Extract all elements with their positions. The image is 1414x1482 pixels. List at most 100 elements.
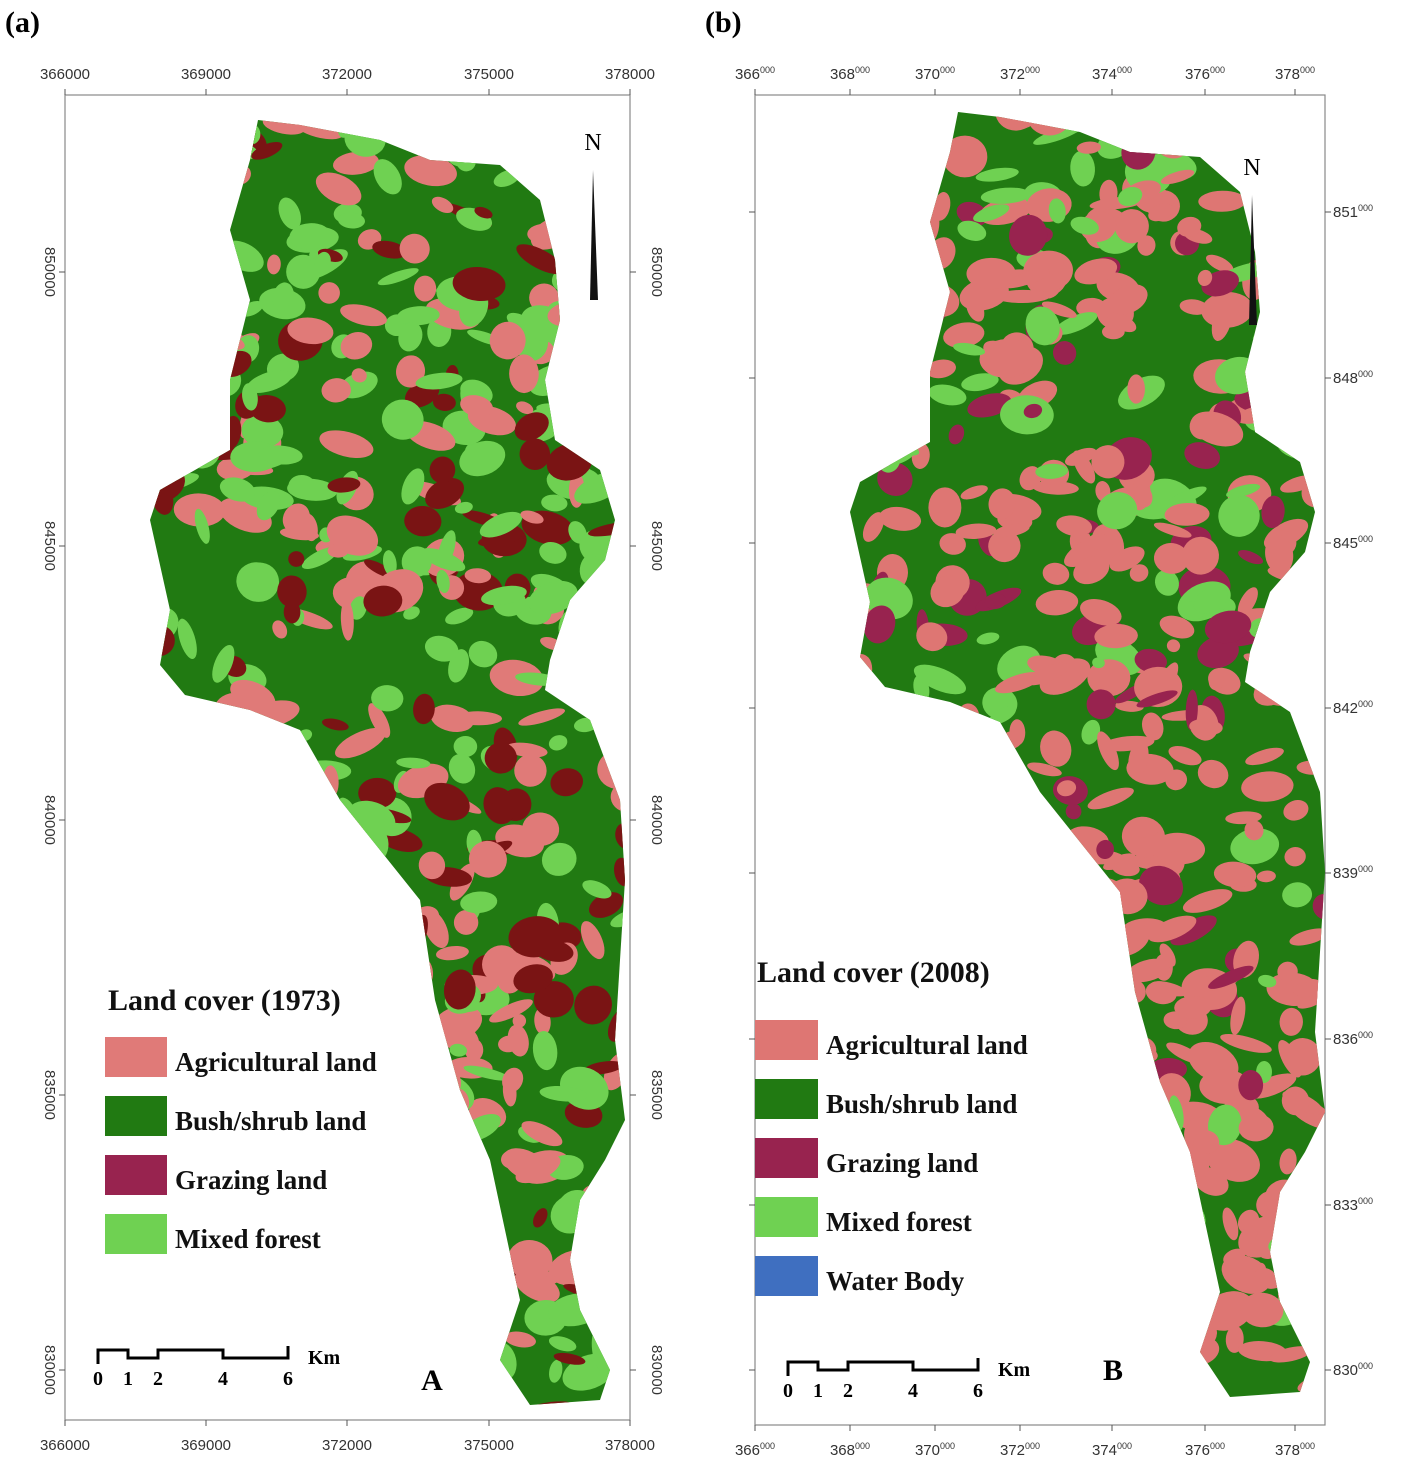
scale-label: 0: [93, 1368, 103, 1390]
tick-label: 378000: [1275, 65, 1315, 83]
land-patch: [242, 876, 293, 909]
land-patch: [1193, 1130, 1220, 1154]
land-patch: [1225, 1325, 1244, 1353]
land-patch: [1311, 113, 1325, 143]
land-patch: [509, 354, 539, 394]
tick-label: 366000: [735, 1441, 775, 1459]
land-patch: [236, 737, 277, 771]
land-patch: [349, 596, 367, 620]
land-patch: [166, 444, 198, 466]
land-patch: [227, 730, 241, 771]
land-patch: [170, 223, 208, 256]
land-patch: [1208, 1104, 1242, 1146]
land-patch: [1019, 1006, 1046, 1027]
tick-label: 845000: [1333, 534, 1373, 552]
land-patch: [970, 828, 993, 860]
land-patch: [850, 1347, 895, 1370]
land-patch: [1104, 112, 1118, 115]
tick-label: 830000: [1333, 1361, 1373, 1379]
land-patch: [436, 569, 450, 594]
land-patch: [353, 1180, 400, 1204]
land-patch: [1054, 312, 1098, 335]
land-patch: [850, 884, 901, 916]
land-patch: [507, 1239, 553, 1280]
tick-label: 369000: [181, 66, 231, 83]
land-patch: [413, 693, 435, 725]
land-patch: [1307, 247, 1325, 284]
legend-swatch: [105, 1214, 167, 1254]
legend-label: Mixed forest: [175, 1224, 321, 1254]
land-patch: [589, 611, 613, 641]
land-patch: [199, 255, 214, 286]
land-patch: [1080, 598, 1122, 626]
land-patch: [177, 618, 197, 660]
land-patch: [1164, 502, 1210, 526]
land-patch: [401, 546, 432, 577]
north-arrow: [1249, 195, 1257, 325]
land-patch: [582, 880, 612, 899]
tick-label: 836000: [1333, 1030, 1373, 1048]
land-patch: [1312, 893, 1325, 920]
panel-label: (a): [5, 6, 40, 39]
land-patch: [1189, 718, 1223, 736]
land-patch: [1197, 636, 1239, 669]
land-patch: [1086, 689, 1116, 720]
land-patch: [479, 511, 523, 538]
land-patch: [582, 1183, 614, 1203]
land-patch: [461, 1266, 506, 1291]
land-patch: [376, 1212, 422, 1248]
land-patch: [504, 1331, 536, 1348]
land-patch: [532, 1031, 558, 1071]
land-patch: [403, 606, 420, 620]
land-patch: [973, 204, 1010, 223]
land-patch: [867, 821, 895, 850]
land-patch: [1276, 180, 1311, 192]
land-patch: [358, 777, 397, 809]
land-patch: [150, 316, 166, 339]
land-patch: [354, 1374, 391, 1405]
land-patch: [943, 322, 985, 348]
tick-label: 850000: [41, 247, 58, 297]
land-patch: [401, 468, 425, 505]
land-patch: [539, 542, 567, 564]
land-patch: [527, 120, 572, 157]
land-patch: [1284, 847, 1306, 867]
land-patch: [588, 301, 615, 329]
land-patch: [533, 981, 574, 1018]
land-patch: [577, 351, 613, 367]
legend-title: Land cover (2008): [757, 956, 990, 989]
land-patch: [327, 544, 349, 558]
land-patch: [407, 1332, 452, 1360]
land-patch: [872, 783, 886, 795]
land-patch: [463, 1337, 503, 1358]
land-patch: [1109, 1278, 1149, 1303]
land-patch: [1166, 639, 1181, 653]
land-patch: [1174, 1265, 1211, 1297]
land-patch: [873, 405, 892, 432]
land-patch: [481, 585, 527, 606]
land-patch: [208, 746, 241, 768]
tick-label: 369000: [181, 1437, 231, 1454]
land-patch: [521, 1121, 563, 1147]
land-patch: [193, 716, 222, 755]
land-patch: [272, 282, 294, 312]
land-patch: [1177, 216, 1202, 237]
land-patch: [1096, 839, 1114, 860]
land-patch: [362, 120, 382, 134]
land-patch: [179, 288, 224, 320]
land-patch: [1168, 746, 1202, 766]
land-patch: [412, 1066, 456, 1107]
scale-label: 2: [153, 1368, 163, 1390]
land-patch: [1011, 1287, 1064, 1332]
land-patch: [503, 1148, 550, 1183]
land-patch: [444, 1271, 490, 1292]
land-patch: [918, 1331, 967, 1349]
land-patch: [1159, 1309, 1178, 1343]
land-patch: [151, 189, 203, 231]
land-patch: [159, 863, 191, 890]
land-patch: [276, 120, 306, 122]
land-patch: [418, 1242, 469, 1253]
land-patch: [983, 786, 1013, 809]
land-patch: [597, 1236, 622, 1263]
land-patch: [393, 1073, 423, 1100]
